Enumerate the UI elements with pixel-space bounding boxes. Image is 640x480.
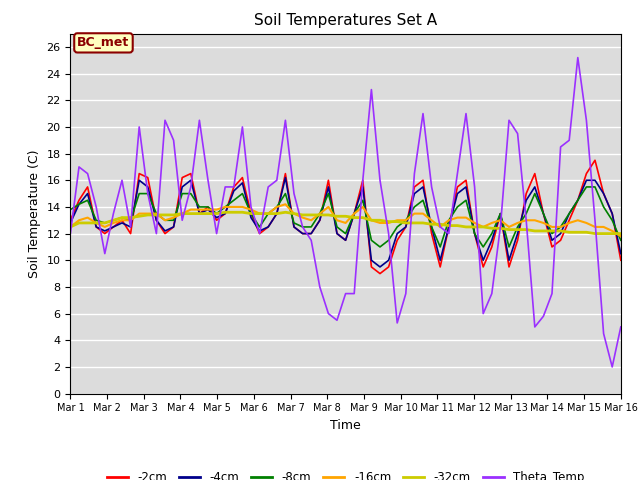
Theta_Temp (617, 324, 625, 330)
-4cm (230, 188, 237, 194)
-2cm (67, 217, 74, 223)
-4cm (282, 175, 289, 180)
-32cm (307, 212, 315, 218)
-4cm (359, 184, 367, 190)
-16cm (548, 224, 556, 230)
-4cm (600, 191, 607, 196)
-32cm (591, 231, 599, 237)
Text: BC_met: BC_met (77, 36, 129, 49)
-32cm (548, 228, 556, 234)
-2cm (299, 231, 307, 237)
-8cm (376, 244, 384, 250)
Theta_Temp (299, 224, 307, 230)
Line: -4cm: -4cm (70, 178, 621, 267)
-4cm (557, 231, 564, 237)
-8cm (350, 211, 358, 216)
-4cm (67, 220, 74, 226)
Line: -2cm: -2cm (70, 160, 621, 274)
Theta_Temp (591, 217, 599, 223)
-16cm (282, 202, 289, 207)
-8cm (299, 224, 307, 230)
-8cm (617, 238, 625, 243)
-16cm (67, 224, 74, 230)
-16cm (230, 204, 237, 210)
-32cm (221, 209, 229, 215)
-16cm (600, 224, 607, 230)
-2cm (196, 211, 204, 216)
-16cm (196, 207, 204, 213)
-8cm (67, 207, 74, 213)
-2cm (376, 271, 384, 276)
Line: -8cm: -8cm (70, 187, 621, 247)
-8cm (230, 197, 237, 203)
-4cm (307, 231, 315, 237)
-32cm (239, 209, 246, 215)
-32cm (67, 224, 74, 230)
-32cm (196, 211, 204, 216)
-2cm (548, 244, 556, 250)
-32cm (617, 231, 625, 237)
-8cm (548, 231, 556, 237)
-2cm (230, 184, 237, 190)
-32cm (600, 231, 607, 237)
-16cm (617, 233, 625, 239)
-8cm (196, 204, 204, 210)
-8cm (582, 184, 590, 190)
-4cm (196, 211, 204, 216)
-4cm (376, 264, 384, 270)
Theta_Temp (230, 184, 237, 190)
-2cm (350, 211, 358, 216)
-32cm (359, 215, 367, 220)
-8cm (600, 204, 607, 210)
-2cm (600, 191, 607, 196)
Theta_Temp (67, 231, 74, 237)
-4cm (617, 251, 625, 256)
X-axis label: Time: Time (330, 419, 361, 432)
Theta_Temp (609, 364, 616, 370)
Title: Soil Temperatures Set A: Soil Temperatures Set A (254, 13, 437, 28)
Theta_Temp (196, 118, 204, 123)
Line: -32cm: -32cm (70, 212, 621, 234)
Legend: -2cm, -4cm, -8cm, -16cm, -32cm, Theta_Temp: -2cm, -4cm, -8cm, -16cm, -32cm, Theta_Te… (102, 466, 589, 480)
-2cm (617, 257, 625, 263)
Theta_Temp (574, 55, 582, 60)
-16cm (307, 217, 315, 223)
-16cm (359, 204, 367, 210)
Line: Theta_Temp: Theta_Temp (70, 58, 621, 367)
Theta_Temp (540, 313, 547, 319)
-2cm (591, 157, 599, 163)
Line: -16cm: -16cm (70, 204, 621, 236)
Theta_Temp (350, 291, 358, 297)
Y-axis label: Soil Temperature (C): Soil Temperature (C) (28, 149, 41, 278)
